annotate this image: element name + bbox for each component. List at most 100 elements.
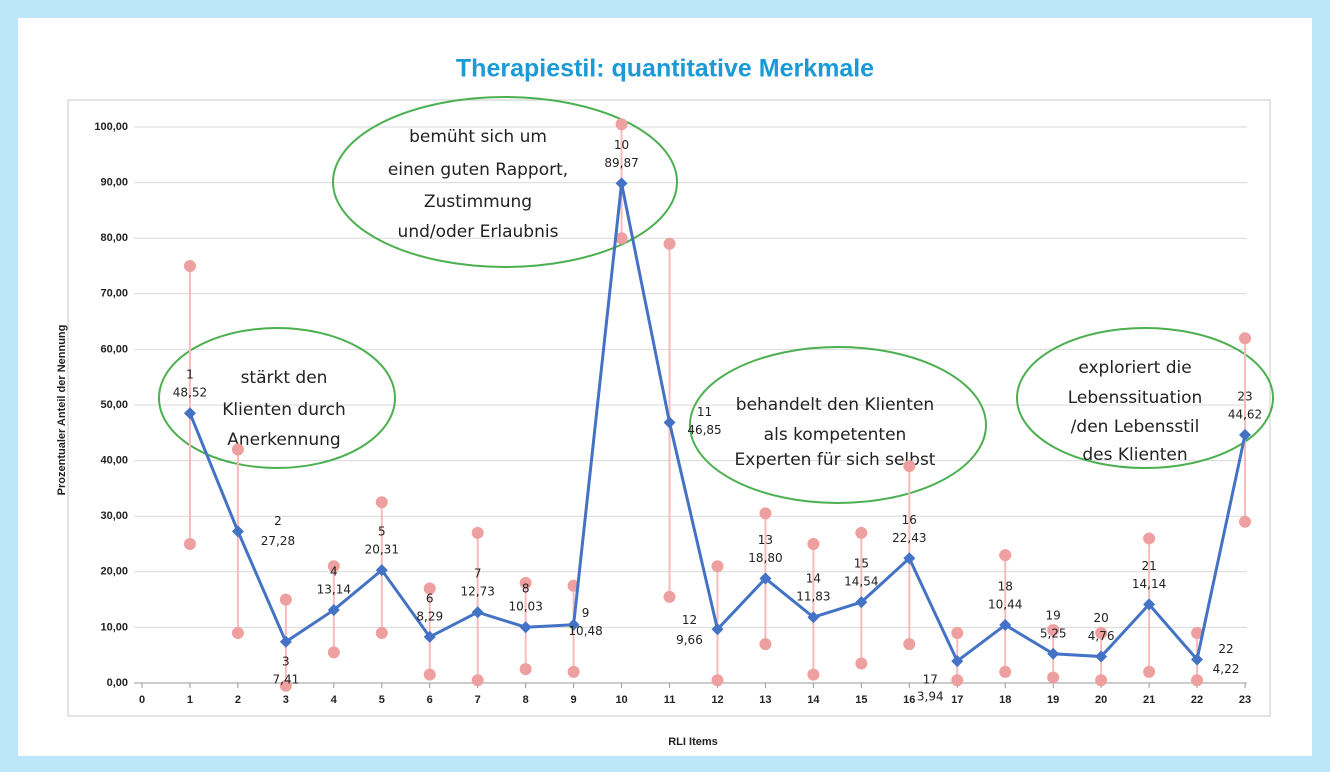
range-low: [279, 679, 292, 692]
x-tick-label: 8: [523, 694, 529, 706]
range-low: [807, 668, 820, 681]
range-high: [423, 582, 436, 595]
range-high: [711, 560, 724, 573]
data-point: [1095, 650, 1108, 663]
point-index-label: 5: [378, 525, 386, 539]
data-label: 8,29: [416, 609, 443, 623]
annotation-text: einen guten Rapport,: [388, 160, 568, 180]
point-index-label: 22: [1218, 642, 1233, 656]
x-tick-label: 21: [1143, 694, 1155, 706]
y-tick-label: 70,00: [100, 288, 128, 300]
x-tick-label: 14: [807, 694, 820, 706]
x-tick-label: 18: [999, 694, 1011, 706]
range-high: [759, 507, 772, 520]
x-tick-label: 20: [1095, 694, 1107, 706]
range-low: [759, 638, 772, 651]
range-high: [1143, 532, 1156, 545]
data-label: 7,41: [273, 672, 300, 686]
data-point: [279, 635, 292, 648]
point-index-label: 4: [330, 564, 338, 578]
annotation-text: Lebenssituation: [1068, 388, 1203, 408]
annotation-ellipse: [1016, 327, 1274, 469]
range-low: [567, 665, 580, 678]
y-tick-label: 100,00: [94, 121, 128, 133]
plot-frame: [67, 99, 1271, 717]
data-label: 5,25: [1040, 626, 1067, 640]
point-index-label: 6: [426, 591, 434, 605]
annotation-text: Zustimmung: [424, 192, 532, 212]
point-index-label: 2: [274, 514, 282, 528]
y-tick-label: 10,00: [100, 621, 128, 633]
range-high: [327, 560, 340, 573]
point-index-label: 8: [522, 582, 530, 596]
data-label: 44,62: [1228, 407, 1262, 421]
range-low: [1239, 515, 1251, 528]
x-tick-label: 12: [711, 694, 723, 706]
data-label: 20,31: [365, 543, 399, 557]
point-index-label: 17: [923, 673, 938, 687]
point-index-label: 10: [614, 138, 629, 152]
data-point: [231, 525, 244, 538]
x-tick-label: 3: [283, 694, 289, 706]
data-label: 12,73: [461, 585, 495, 599]
annotation-text: Anerkennung: [227, 430, 340, 450]
range-low: [1047, 671, 1060, 684]
point-index-label: 7: [474, 567, 482, 581]
data-label: 46,85: [687, 423, 721, 437]
x-tick-label: 4: [331, 694, 338, 706]
range-low: [711, 674, 724, 687]
data-point: [999, 618, 1012, 631]
point-index-label: 15: [854, 557, 869, 571]
point-index-label: 14: [806, 572, 821, 586]
data-point: [423, 630, 436, 643]
data-point: [903, 552, 916, 565]
data-label: 18,80: [748, 551, 782, 565]
range-high: [375, 496, 388, 509]
data-label: 27,28: [261, 534, 295, 548]
annotation-text: stärkt den: [241, 368, 328, 388]
point-index-label: 21: [1141, 559, 1156, 573]
x-tick-label: 2: [235, 694, 241, 706]
range-low: [1095, 674, 1108, 687]
x-tick-label: 13: [759, 694, 771, 706]
data-label: 4,76: [1088, 629, 1115, 643]
range-high: [1191, 626, 1204, 639]
data-point: [1191, 653, 1204, 666]
y-tick-label: 0,00: [107, 677, 128, 689]
range-high: [231, 443, 244, 456]
data-label: 3,94: [917, 690, 944, 704]
range-low: [903, 638, 916, 651]
data-point: [1239, 428, 1251, 441]
y-tick-label: 80,00: [100, 232, 128, 244]
point-index-label: 13: [758, 533, 773, 547]
x-tick-label: 22: [1191, 694, 1203, 706]
range-low: [375, 626, 388, 639]
range-high: [663, 237, 676, 250]
point-index-label: 11: [697, 405, 712, 419]
data-point: [807, 611, 820, 624]
point-index-label: 1: [186, 368, 194, 382]
annotation-text: des Klienten: [1082, 445, 1187, 465]
data-label: 14,14: [1132, 577, 1166, 591]
annotation-text: bemüht sich um: [409, 127, 547, 147]
data-label: 10,48: [568, 624, 602, 638]
y-axis-label: Prozentualer Anteil der Nennung: [56, 325, 68, 496]
range-high: [471, 526, 484, 539]
data-point: [951, 655, 964, 668]
range-high: [519, 576, 532, 589]
data-label: 4,22: [1213, 662, 1240, 676]
range-low: [1143, 665, 1156, 678]
data-point: [519, 621, 532, 634]
y-tick-label: 30,00: [100, 510, 128, 522]
range-low: [471, 674, 484, 687]
point-index-label: 3: [282, 654, 290, 668]
x-tick-label: 5: [379, 694, 385, 706]
annotation-text: behandelt den Klienten: [736, 395, 934, 415]
x-tick-label: 0: [139, 694, 145, 706]
x-tick-label: 16: [903, 694, 915, 706]
data-point: [327, 603, 340, 616]
x-axis-label: RLI Items: [668, 736, 718, 748]
x-tick-label: 15: [855, 694, 867, 706]
x-tick-label: 23: [1239, 694, 1251, 706]
range-low: [327, 646, 340, 659]
